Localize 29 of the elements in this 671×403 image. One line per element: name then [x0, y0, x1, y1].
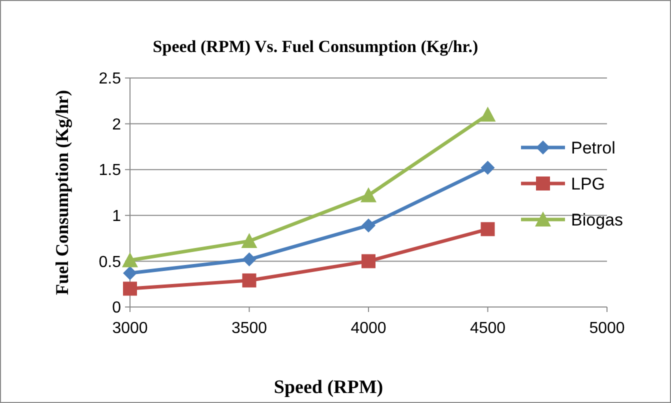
point: [362, 218, 376, 232]
y-tick-label: 2: [112, 116, 122, 134]
point: [123, 266, 137, 280]
point: [242, 273, 256, 288]
point: [242, 252, 256, 266]
x-tick-label: 3500: [231, 320, 268, 337]
y-tick-label: 2.5: [98, 70, 122, 88]
point: [123, 282, 137, 296]
legend-label: LPG: [571, 174, 606, 194]
point: [241, 233, 258, 248]
y-tick-label: 0.5: [98, 254, 122, 271]
point: [362, 254, 376, 268]
legend-label: Petrol: [571, 138, 616, 158]
x-axis-title: Speed (RPM): [274, 377, 384, 398]
y-tick-label: 0: [112, 300, 122, 317]
x-tick-label: 4500: [470, 320, 506, 337]
point: [480, 160, 495, 175]
x-tick-label: 5000: [589, 320, 625, 337]
y-axis-title: Fuel Consumption (Kg/hr): [52, 90, 72, 296]
point: [480, 222, 495, 236]
x-tick-label: 4000: [350, 320, 386, 337]
chart-title: Speed (RPM) Vs. Fuel Consumption (Kg/hr.): [152, 37, 478, 56]
y-tick-label: 1.5: [98, 162, 122, 180]
point: [122, 252, 138, 268]
x-tick-label: 3000: [112, 320, 148, 337]
y-tick-label: 1: [112, 208, 122, 225]
point: [360, 187, 376, 202]
point: [480, 106, 496, 122]
legend-label: Biogas: [571, 210, 623, 230]
